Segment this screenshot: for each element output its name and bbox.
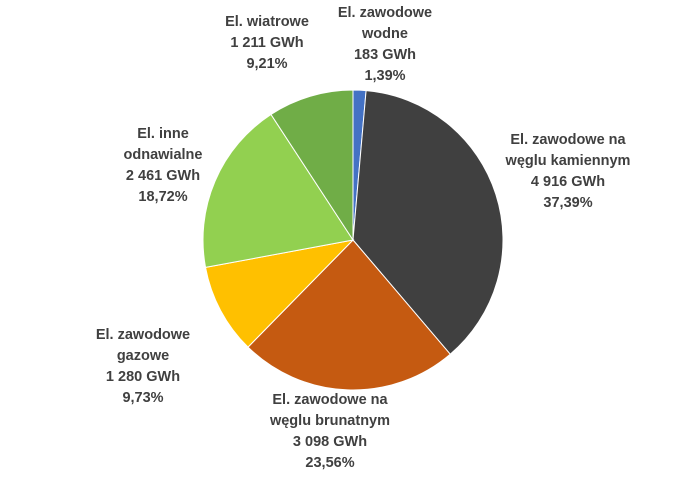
data-label: El. zawodowe na węglu kamiennym 4 916 GWh… (493, 130, 643, 214)
pie-slice (247, 239, 451, 391)
slice-value: 4 916 GWh (530, 174, 606, 190)
slice-name: El. inne odnawialne (123, 126, 203, 163)
slice-percent: 37,39% (543, 195, 593, 211)
slice-value: 183 GWh (353, 47, 417, 63)
data-label: El. zawodowe na węglu brunatnym 3 098 GWh… (255, 390, 405, 474)
data-label: El. inne odnawialne 2 461 GWh 18,72% (108, 124, 218, 208)
data-label: El. zawodowe wodne 183 GWh 1,39% (330, 3, 440, 87)
slice-name: El. zawodowe na węglu brunatnym (269, 392, 391, 429)
pie-slice (352, 90, 504, 355)
pie-slice (202, 113, 354, 269)
pie-slice (204, 239, 355, 348)
slice-percent: 1,39% (364, 68, 406, 84)
slice-name: El. zawodowe wodne (337, 5, 433, 42)
data-label: El. wiatrowe 1 211 GWh 9,21% (212, 12, 322, 75)
slice-name: El. wiatrowe (225, 14, 309, 30)
slice-value: 2 461 GWh (125, 168, 201, 184)
slice-value: 1 280 GWh (105, 369, 181, 385)
slice-percent: 18,72% (138, 189, 188, 205)
slice-name: El. zawodowe na węglu kamiennym (505, 132, 631, 169)
pie-slice (270, 89, 354, 242)
slice-name: El. zawodowe gazowe (95, 327, 191, 364)
slice-value: 1 211 GWh (230, 35, 304, 51)
slice-percent: 9,21% (246, 56, 288, 72)
data-label: El. zawodowe gazowe 1 280 GWh 9,73% (83, 325, 203, 409)
slice-percent: 23,56% (305, 455, 355, 471)
slice-percent: 9,73% (122, 390, 164, 406)
slice-value: 3 098 GWh (292, 434, 368, 450)
